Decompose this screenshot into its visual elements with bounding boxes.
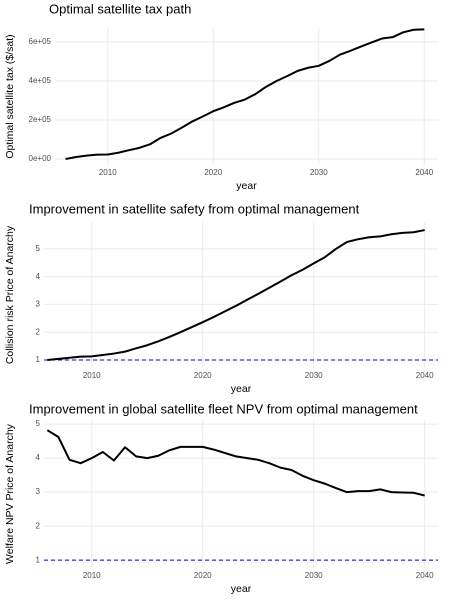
y-tick-label: 1 — [36, 355, 41, 364]
data-line — [46, 429, 425, 497]
x-tick-label: 2040 — [415, 168, 433, 177]
y-tick-label: 5 — [36, 244, 41, 253]
y-tick-label: 6e+05 — [29, 37, 52, 46]
y-tick-label: 1 — [36, 555, 41, 564]
x-tick-label: 2040 — [416, 371, 434, 380]
y-tick-label: 2e+05 — [29, 115, 52, 124]
x-axis-title: year — [231, 583, 252, 595]
x-tick-label: 2030 — [305, 371, 323, 380]
y-tick-label: 3 — [36, 300, 41, 309]
y-tick-label: 2 — [36, 521, 41, 530]
x-tick-label: 2020 — [194, 371, 212, 380]
data-line — [47, 229, 425, 361]
x-tick-label: 2020 — [204, 168, 222, 177]
chart-title: Improvement in global satellite fleet NP… — [29, 401, 418, 416]
x-tick-label: 2030 — [305, 571, 323, 580]
y-tick-label: 4 — [36, 453, 41, 462]
x-tick-label: 2010 — [83, 371, 101, 380]
data-line — [65, 28, 425, 160]
y-tick-label: 0e+00 — [29, 154, 52, 163]
x-tick-label: 2040 — [416, 571, 434, 580]
y-tick-label: 3 — [36, 487, 41, 496]
x-tick-label: 2010 — [83, 571, 101, 580]
chart-title: Optimal satellite tax path — [49, 1, 191, 16]
chart-title: Improvement in satellite safety from opt… — [29, 201, 360, 216]
y-tick-label: 4e+05 — [29, 76, 52, 85]
y-tick-label: 2 — [36, 327, 41, 336]
x-tick-label: 2010 — [99, 168, 117, 177]
y-tick-label: 4 — [36, 272, 41, 281]
y-axis-title: Collision risk Price of Anarchy — [4, 225, 16, 364]
x-tick-label: 2030 — [310, 168, 328, 177]
x-axis-title: year — [236, 180, 257, 192]
x-tick-label: 2020 — [194, 571, 212, 580]
y-axis-title: Optimal satellite tax ($/sat) — [4, 34, 16, 158]
x-axis-title: year — [231, 383, 252, 395]
y-tick-label: 5 — [36, 419, 41, 428]
y-axis-title: Welfare NPV Price of Anarchy — [4, 423, 16, 564]
